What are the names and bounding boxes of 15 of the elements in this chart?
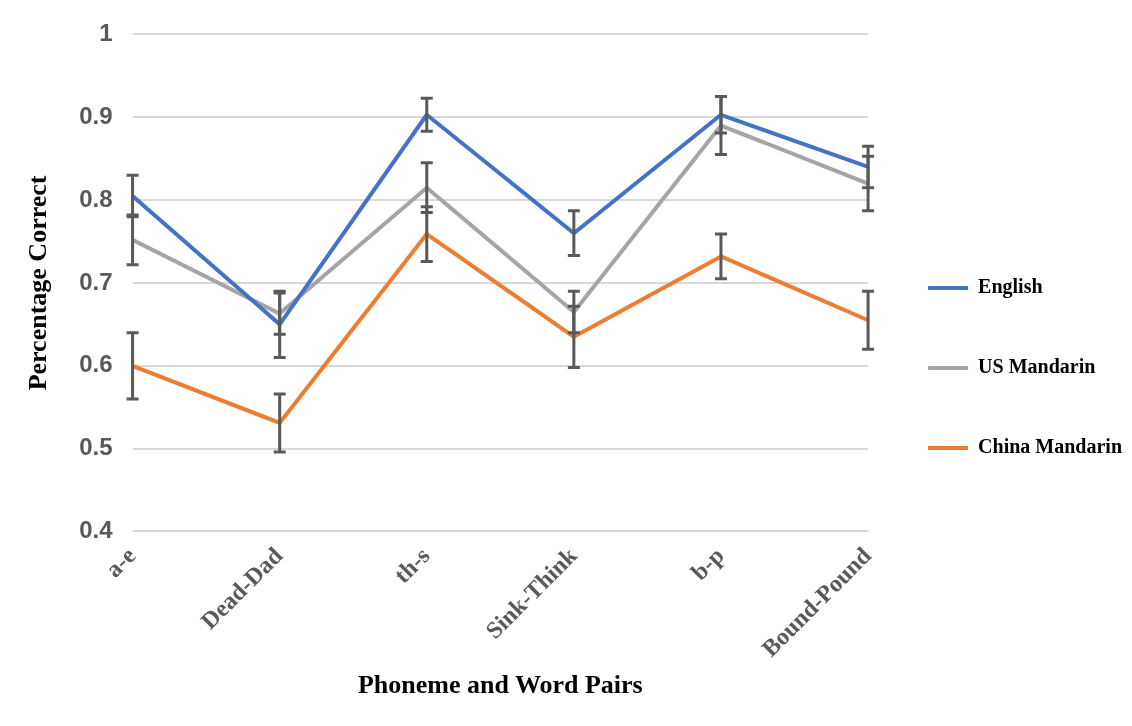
y-tick-label: 0.5 — [79, 433, 113, 461]
legend-label: US Mandarin — [978, 355, 1096, 378]
y-tick-label: 0.6 — [79, 350, 113, 378]
y-tick-label: 0.9 — [79, 101, 113, 129]
x-axis-title: Phoneme and Word Pairs — [357, 670, 643, 700]
y-axis-title: Percentage Correct — [23, 175, 53, 391]
x-tick-label: th-s — [388, 542, 435, 588]
y-tick-label: 0.8 — [79, 184, 113, 212]
legend-label: China Mandarin — [978, 435, 1123, 458]
y-tick-label: 0.4 — [79, 516, 114, 544]
y-tick-label: 1 — [99, 19, 113, 47]
x-tick-label: b-p — [685, 542, 729, 586]
legend-label: English — [978, 275, 1043, 299]
y-tick-label: 0.7 — [79, 267, 113, 295]
x-tick-label: a-e — [100, 541, 141, 583]
